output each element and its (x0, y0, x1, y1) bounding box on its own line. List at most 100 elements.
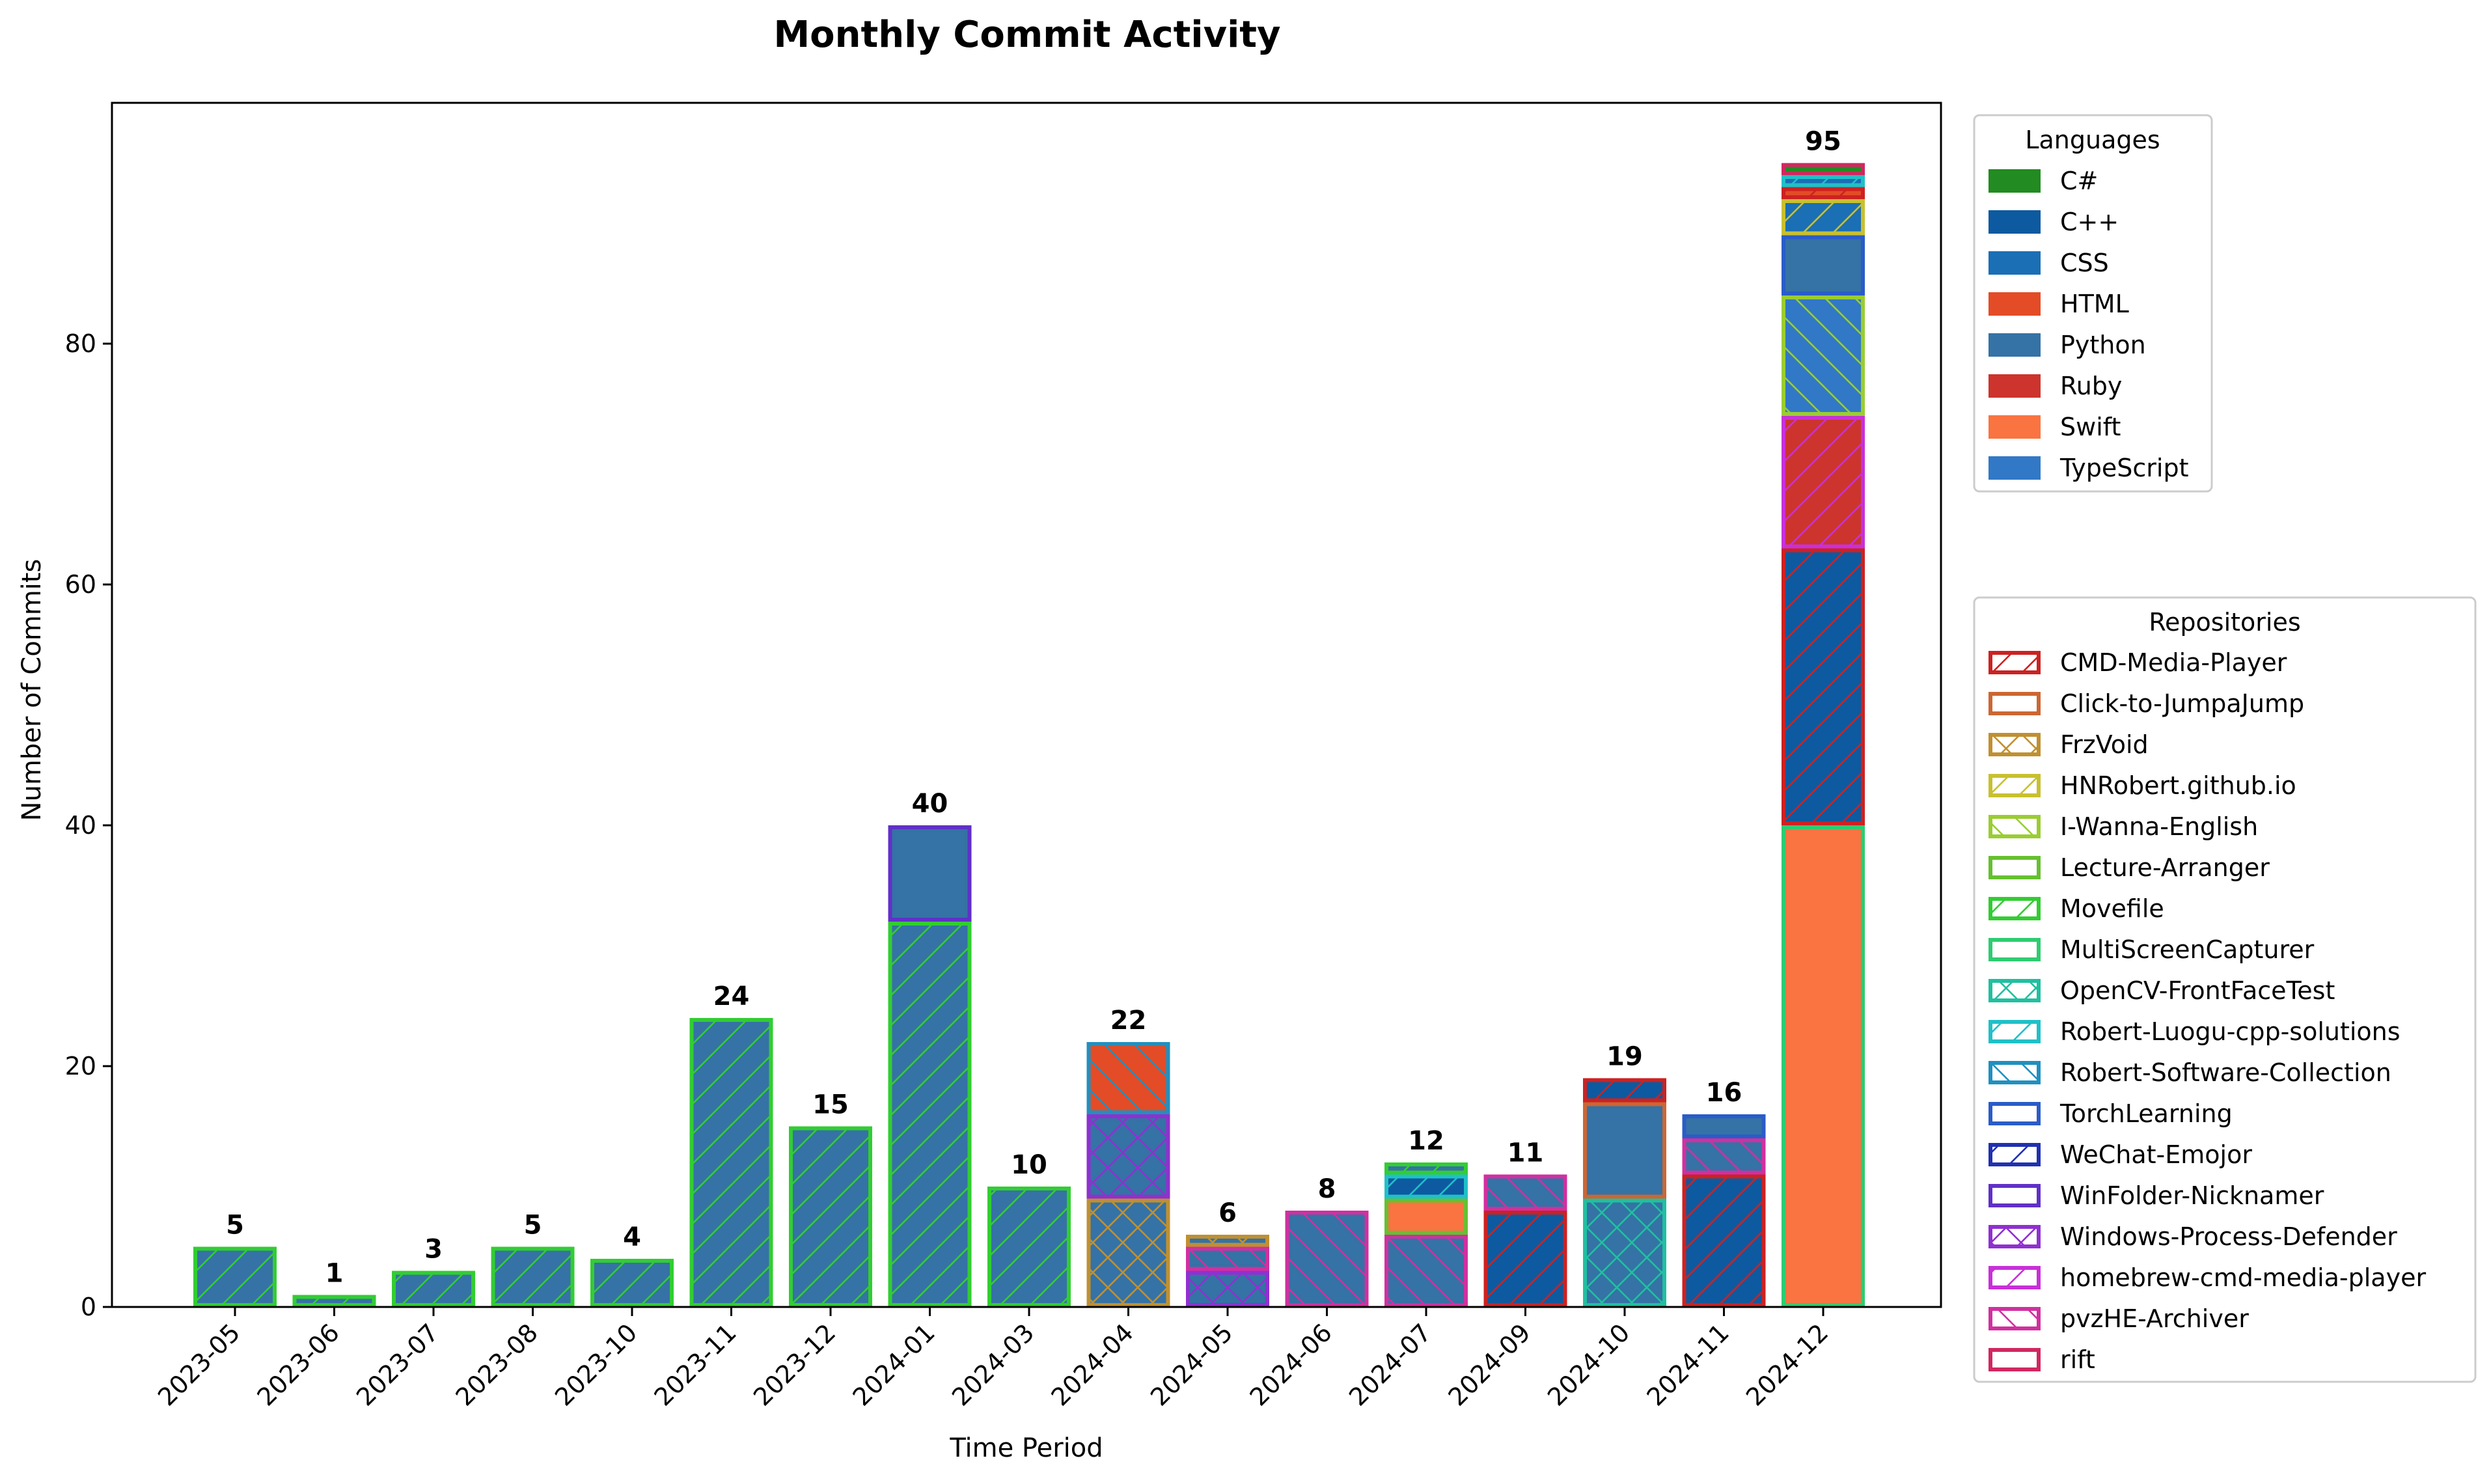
bar-segment-2023-11-movefile-hatch (689, 1018, 773, 1307)
legend-label: Swift (2060, 413, 2121, 441)
bar-total-label: 24 (713, 982, 750, 1011)
bar-segment-2023-11-movefile-edge (689, 1018, 773, 1307)
legend-item-movefile: Movefile (1989, 894, 2164, 923)
bar-segment-2024-07-movefile-edge (1384, 1162, 1468, 1175)
bar-stack-2024-11 (1682, 1114, 1766, 1307)
legend-item-wechat-emojor: WeChat-Emojor (1989, 1140, 2252, 1169)
legend-item-windows-process-defender: Windows-Process-Defender (1989, 1222, 2397, 1251)
bar-segment-2024-04-frzvoid-edge (1086, 1198, 1170, 1307)
legend-label: WeChat-Emojor (2060, 1140, 2252, 1169)
bar-stack-2024-12 (1782, 163, 1865, 1307)
bar-segment-2024-01-winfolder-nicknamer (888, 825, 972, 922)
bar-segment-2024-12-homebrew-cmd-media-player-edge (1782, 416, 1865, 549)
bar-segment-2023-08-movefile-hatch (491, 1246, 575, 1307)
bar-segment-2024-11-torchlearning (1682, 1114, 1766, 1138)
legend-item-homebrew-cmd-media-player: homebrew-cmd-media-player (1989, 1263, 2426, 1292)
bar-total-label: 4 (623, 1222, 641, 1252)
bar-segment-2024-04-robert-software-collection-edge (1086, 1042, 1170, 1114)
y-tick-label: 0 (81, 1293, 96, 1321)
bar-segment-2024-01-movefile-edge (888, 922, 972, 1307)
bar-total-label: 22 (1110, 1006, 1147, 1036)
plot-frame (111, 102, 1942, 1308)
legend-label: MultiScreenCapturer (2060, 935, 2315, 964)
y-tick-label: 40 (65, 811, 96, 840)
bar-segment-2024-07-robert-luogu-cpp-solutions-edge (1384, 1174, 1468, 1199)
bar-segment-2024-12-i-wanna-english-edge (1782, 295, 1865, 416)
bar-segment-2023-06-movefile-edge (292, 1295, 376, 1307)
bar-segment-2024-12-multiscreencapturer (1782, 825, 1865, 1307)
bar-segment-2024-11-pvzhe-archiver-hatch (1682, 1138, 1766, 1175)
legend-item-hnrobert-github-io: HNRobert.github.io (1989, 771, 2296, 800)
bar-total-label: 10 (1011, 1150, 1047, 1180)
legend-swatch-edge (1989, 938, 2041, 961)
legend-item-ruby: Ruby (1989, 372, 2122, 400)
legend-swatch-edge (1989, 692, 2041, 715)
bar-segment-2024-06-pvzhe-archiver-hatch (1285, 1211, 1369, 1307)
bar-stack-2023-11 (689, 1018, 773, 1307)
bar-segment-2024-05-windows-process-defender-hatch (1186, 1271, 1269, 1307)
bar-total-label: 95 (1805, 127, 1841, 157)
legend-label: rift (2060, 1345, 2095, 1374)
legend-label: Click-to-JumpaJump (2060, 689, 2304, 718)
bar-total-label: 5 (226, 1211, 244, 1241)
bar-segment-2024-12-hnrobert-github-io-edge (1782, 199, 1865, 236)
bar-segment-2024-11-pvzhe-archiver-edge (1682, 1138, 1766, 1175)
bar-total-label: 11 (1507, 1138, 1544, 1168)
legend-swatch-edge (1989, 1020, 2041, 1043)
legend-swatch-edge (1989, 1143, 2041, 1166)
bar-segment-2024-04-windows-process-defender-hatch (1086, 1114, 1170, 1199)
legend-swatch-edge (1989, 856, 2041, 879)
legend-item-cmd-media-player: CMD-Media-Player (1989, 648, 2287, 677)
bar-segment-2024-12-cmd-media-player-edge (1782, 187, 1865, 199)
bar-segment-2024-11-cmd-media-player-edge (1682, 1174, 1766, 1307)
bar-stack-2024-05 (1186, 1235, 1269, 1307)
bar-total-label: 1 (325, 1259, 344, 1289)
bar-stack-2024-01 (888, 825, 972, 1307)
legend-swatch-edge (1989, 1184, 2041, 1207)
legend-item-pvzhe-archiver: pvzHE-Archiver (1989, 1304, 2249, 1333)
legend-swatch-ruby (1989, 374, 2041, 398)
legend-label: OpenCV-FrontFaceTest (2060, 976, 2335, 1005)
legend-swatch-html (1989, 292, 2041, 316)
legend-swatch-edge (1989, 897, 2041, 920)
bar-segment-2024-05-pvzhe-archiver-edge (1186, 1246, 1269, 1271)
bar-segment-2024-12-cmd-media-player-hatch (1782, 548, 1865, 825)
bar-total-label: 5 (524, 1211, 542, 1241)
legend-label: WinFolder-Nicknamer (2060, 1181, 2324, 1210)
legend-item-click-to-jumpajump: Click-to-JumpaJump (1989, 689, 2304, 718)
bar-segment-2024-10-opencv-frontfacetest-hatch (1583, 1198, 1666, 1307)
legend-swatch-edge (1989, 1225, 2041, 1248)
bar-segment-2024-07-lecture-arranger (1384, 1198, 1468, 1235)
legend-swatch-edge (1989, 1061, 2041, 1084)
legend-swatch-css (1989, 251, 2041, 275)
legend-swatch-typescript (1989, 456, 2041, 480)
bar-stack-2023-05 (193, 1246, 277, 1307)
y-tick-label: 20 (65, 1052, 96, 1080)
bar-segment-2024-09-pvzhe-archiver-hatch (1483, 1174, 1567, 1211)
bar-segment-2024-04-windows-process-defender-edge (1086, 1114, 1170, 1199)
legend-label: C++ (2060, 208, 2119, 236)
legend-item-winfolder-nicknamer: WinFolder-Nicknamer (1989, 1181, 2324, 1210)
bar-stack-2024-10 (1583, 1078, 1666, 1307)
bar-segment-2023-07-movefile-edge (392, 1271, 475, 1307)
legend-repos-title: Repositories (2149, 608, 2300, 637)
bar-segment-2024-12-i-wanna-english-hatch (1782, 295, 1865, 416)
legend-item-frzvoid: FrzVoid (1989, 730, 2149, 759)
legend-item-c: C++ (1989, 208, 2119, 236)
bar-segment-2024-09-pvzhe-archiver-edge (1483, 1174, 1567, 1211)
bar-segment-2024-07-robert-luogu-cpp-solutions-hatch (1384, 1174, 1468, 1199)
legend-swatch-edge (1989, 774, 2041, 797)
bar-segment-2024-03-movefile-hatch (987, 1187, 1071, 1307)
bar-segment-2024-01-winfolder-nicknamer-edge (888, 825, 972, 922)
bar-total-label: 16 (1706, 1078, 1742, 1108)
legend-languages-title: Languages (2025, 126, 2160, 154)
bar-segment-2023-10-movefile-hatch (590, 1259, 674, 1307)
bar-segment-2024-10-cmd-media-player-hatch (1583, 1078, 1666, 1103)
bar-segment-2024-05-pvzhe-archiver-hatch (1186, 1246, 1269, 1271)
bar-segment-2023-12-movefile-edge (789, 1126, 872, 1307)
legend-repos-frame (1973, 596, 2477, 1383)
bar-stack-2023-08 (491, 1246, 575, 1307)
bar-segment-2024-12-rift-edge (1782, 163, 1865, 175)
bar-segment-2024-01-movefile-hatch (888, 922, 972, 1307)
